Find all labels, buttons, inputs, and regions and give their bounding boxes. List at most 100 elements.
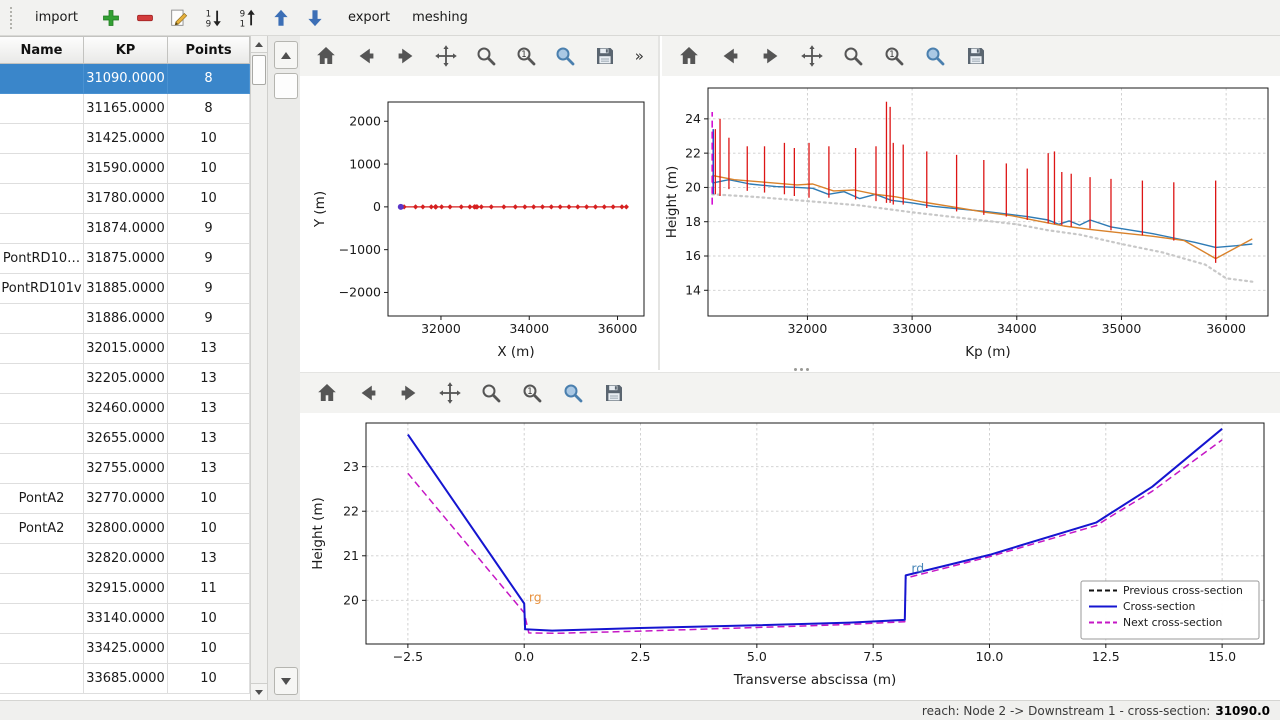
table-row[interactable]: PontA232800.000010	[0, 514, 250, 544]
zoom-button[interactable]	[840, 43, 866, 69]
toolbar-overflow-button[interactable]: »	[635, 47, 644, 65]
cell-points[interactable]: 9	[168, 244, 250, 274]
cell-name[interactable]	[0, 574, 84, 604]
table-row[interactable]: 32205.000013	[0, 364, 250, 394]
cell-kp[interactable]: 31425.0000	[84, 124, 168, 154]
pan-button[interactable]	[799, 43, 825, 69]
back-button[interactable]	[354, 43, 379, 69]
cell-points[interactable]: 10	[168, 634, 250, 664]
home-button[interactable]	[676, 43, 702, 69]
scrollbar-thumb[interactable]	[252, 55, 266, 85]
cell-name[interactable]	[0, 424, 84, 454]
table-row[interactable]: PontRD10…31875.00009	[0, 244, 250, 274]
cell-points[interactable]: 13	[168, 364, 250, 394]
scroll-up-button[interactable]	[251, 36, 267, 53]
zoom-to-one-button[interactable]	[513, 43, 538, 69]
column-header-points[interactable]: Points	[168, 36, 250, 64]
cell-name[interactable]	[0, 154, 84, 184]
column-header-name[interactable]: Name	[0, 36, 84, 64]
save-figure-button[interactable]	[601, 380, 627, 406]
cell-points[interactable]: 9	[168, 274, 250, 304]
cell-kp[interactable]: 32205.0000	[84, 364, 168, 394]
edit-button[interactable]	[165, 4, 193, 32]
home-button[interactable]	[314, 43, 339, 69]
move-section-up-button[interactable]	[274, 41, 298, 69]
table-row[interactable]: 32015.000013	[0, 334, 250, 364]
table-row[interactable]: 33425.000010	[0, 634, 250, 664]
cell-points[interactable]: 10	[168, 124, 250, 154]
cell-kp[interactable]: 31874.0000	[84, 214, 168, 244]
cell-kp[interactable]: 32800.0000	[84, 514, 168, 544]
cell-name[interactable]	[0, 94, 84, 124]
cell-kp[interactable]: 32770.0000	[84, 484, 168, 514]
table-row[interactable]: 33685.000010	[0, 664, 250, 694]
move-up-button[interactable]	[267, 4, 295, 32]
cell-kp[interactable]: 32655.0000	[84, 424, 168, 454]
plan-view-chart[interactable]: 320003400036000−2000−1000010002000X (m)Y…	[300, 76, 658, 370]
table-row[interactable]: 31780.000010	[0, 184, 250, 214]
cell-points[interactable]: 13	[168, 394, 250, 424]
cell-points[interactable]: 13	[168, 334, 250, 364]
back-button[interactable]	[717, 43, 743, 69]
remove-button[interactable]	[131, 4, 159, 32]
cell-kp[interactable]: 32915.0000	[84, 574, 168, 604]
meshing-button[interactable]: meshing	[403, 6, 477, 29]
table-row[interactable]: 31165.00008	[0, 94, 250, 124]
cross-section-chart[interactable]: −2.50.02.55.07.510.012.515.020212223Tran…	[300, 413, 1280, 700]
panel-scrollbar-thumb[interactable]	[274, 73, 298, 99]
pan-button[interactable]	[434, 43, 459, 69]
cell-name[interactable]	[0, 664, 84, 694]
forward-button[interactable]	[758, 43, 784, 69]
cell-name[interactable]	[0, 604, 84, 634]
cell-name[interactable]	[0, 214, 84, 244]
zoom-region-button[interactable]	[922, 43, 948, 69]
cell-kp[interactable]: 32755.0000	[84, 454, 168, 484]
cell-name[interactable]	[0, 364, 84, 394]
table-scrollbar[interactable]	[250, 36, 268, 700]
cell-points[interactable]: 13	[168, 424, 250, 454]
cell-kp[interactable]: 31886.0000	[84, 304, 168, 334]
cell-name[interactable]	[0, 634, 84, 664]
cell-name[interactable]	[0, 184, 84, 214]
cell-kp[interactable]: 31875.0000	[84, 244, 168, 274]
toolbar-drag-handle[interactable]	[10, 7, 18, 29]
cell-points[interactable]: 13	[168, 454, 250, 484]
table-row[interactable]: 32915.000011	[0, 574, 250, 604]
table-row[interactable]: 32820.000013	[0, 544, 250, 574]
cell-kp[interactable]: 31885.0000	[84, 274, 168, 304]
move-down-button[interactable]	[301, 4, 329, 32]
cell-kp[interactable]: 31090.0000	[84, 64, 168, 94]
cell-points[interactable]: 13	[168, 544, 250, 574]
import-button[interactable]: import	[26, 6, 87, 29]
cell-name[interactable]	[0, 544, 84, 574]
table-row[interactable]: 31425.000010	[0, 124, 250, 154]
table-row[interactable]: PontRD101v31885.00009	[0, 274, 250, 304]
scroll-down-button[interactable]	[251, 683, 267, 700]
cell-points[interactable]: 8	[168, 64, 250, 94]
cell-kp[interactable]: 33425.0000	[84, 634, 168, 664]
zoom-button[interactable]	[478, 380, 504, 406]
sort-ascending-button[interactable]	[233, 4, 261, 32]
table-row[interactable]: 31886.00009	[0, 304, 250, 334]
zoom-region-button[interactable]	[553, 43, 578, 69]
table-row[interactable]: 32655.000013	[0, 424, 250, 454]
cell-kp[interactable]: 31780.0000	[84, 184, 168, 214]
zoom-button[interactable]	[473, 43, 498, 69]
longitudinal-profile-chart[interactable]: 3200033000340003500036000141618202224Kp …	[662, 76, 1280, 370]
move-section-down-button[interactable]	[274, 667, 298, 695]
cell-name[interactable]	[0, 334, 84, 364]
export-button[interactable]: export	[339, 6, 399, 29]
column-header-kp[interactable]: KP	[84, 36, 168, 64]
pan-button[interactable]	[437, 380, 463, 406]
cell-name[interactable]: PontRD101v	[0, 274, 84, 304]
table-row[interactable]: PontA232770.000010	[0, 484, 250, 514]
cell-name[interactable]	[0, 124, 84, 154]
forward-button[interactable]	[396, 380, 422, 406]
table-row[interactable]: 31590.000010	[0, 154, 250, 184]
zoom-to-one-button[interactable]	[519, 380, 545, 406]
cell-points[interactable]: 10	[168, 664, 250, 694]
save-figure-button[interactable]	[963, 43, 989, 69]
home-button[interactable]	[314, 380, 340, 406]
zoom-region-button[interactable]	[560, 380, 586, 406]
back-button[interactable]	[355, 380, 381, 406]
